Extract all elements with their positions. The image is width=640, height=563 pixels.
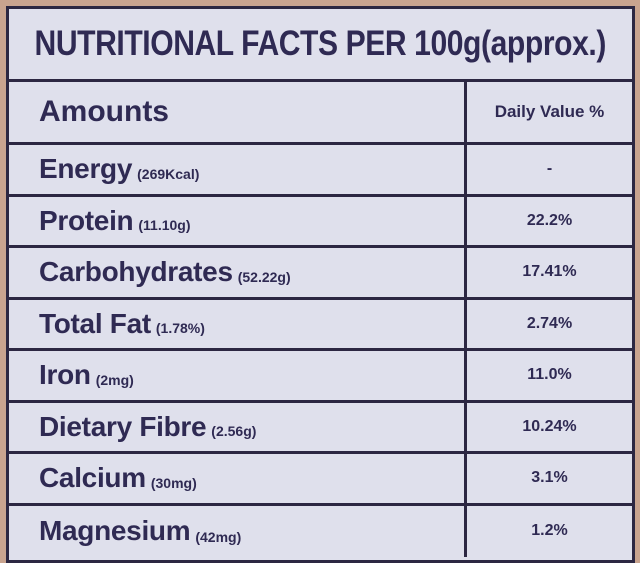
daily-value: 1.2% [531, 522, 568, 540]
table-header-row: Amounts Daily Value % [9, 82, 632, 145]
table-row-magnesium: Magnesium (42mg) 1.2% [9, 505, 632, 558]
nutrient-cell: Carbohydrates (52.22g) [9, 248, 467, 297]
table-row-carbohydrates: Carbohydrates (52.22g) 17.41% [9, 248, 632, 300]
daily-value: 22.2% [526, 211, 573, 229]
nutrient-name: Magnesium [39, 515, 191, 547]
nutrient-cell: Calcium (30mg) [9, 454, 467, 503]
nutrient-amount: (30mg) [150, 474, 197, 491]
nutrient-amount: (2.56g) [211, 423, 257, 439]
table-row-total-fat: Total Fat (1.78%) 2.74% [9, 299, 632, 351]
nutrient-amount: (269Kcal) [137, 165, 200, 182]
daily-value: 11.0% [527, 366, 572, 384]
label-title: NUTRITIONAL FACTS PER 100g(approx.) [34, 24, 607, 63]
nutrient-name: Energy [39, 153, 133, 185]
daily-value-cell: 1.2% [467, 506, 632, 558]
nutrient-name: Carbohydrates [39, 256, 233, 288]
daily-value: - [546, 160, 553, 178]
nutrient-amount: (52.22g) [237, 268, 291, 285]
nutrient-name: Dietary Fibre [39, 410, 207, 442]
table-row-protein: Protein (11.10g) 22.2% [9, 196, 632, 248]
daily-value-cell: 2.74% [467, 300, 632, 349]
daily-value: 17.41% [522, 263, 577, 281]
nutrient-cell: Protein (11.10g) [9, 196, 467, 245]
nutrient-cell: Magnesium (42mg) [9, 505, 467, 557]
daily-value-cell: 3.1% [467, 454, 632, 503]
title-row: NUTRITIONAL FACTS PER 100g(approx.) [9, 9, 632, 82]
nutrient-amount: (42mg) [195, 529, 242, 545]
table-row-calcium: Calcium (30mg) 3.1% [9, 454, 632, 506]
nutrient-name: Protein [39, 204, 134, 236]
nutrient-name: Calcium [39, 462, 146, 494]
amounts-header-cell: Amounts [9, 82, 467, 142]
daily-value-cell: - [467, 145, 632, 194]
daily-value-cell: 10.24% [467, 403, 632, 452]
nutrient-amount: (2mg) [95, 371, 134, 388]
nutrient-name: Iron [39, 359, 91, 391]
table-row-iron: Iron (2mg) 11.0% [9, 351, 632, 403]
daily-value: 2.74% [526, 314, 573, 332]
daily-value: 10.24% [522, 417, 577, 435]
nutrient-amount: (1.78%) [155, 320, 205, 336]
nutrient-cell: Iron (2mg) [9, 351, 467, 400]
table-row-energy: Energy (269Kcal) - [9, 145, 632, 197]
daily-value: 3.1% [531, 469, 568, 487]
nutrient-cell: Dietary Fibre (2.56g) [9, 402, 467, 451]
daily-value-cell: 17.41% [467, 248, 632, 297]
nutrient-cell: Energy (269Kcal) [9, 145, 467, 194]
nutrition-facts-label: NUTRITIONAL FACTS PER 100g(approx.) Amou… [6, 6, 635, 563]
daily-value-cell: 22.2% [467, 197, 632, 246]
daily-value-cell: 11.0% [467, 351, 632, 400]
nutrition-table: Amounts Daily Value % Energy (269Kcal) -… [9, 82, 632, 557]
daily-value-header: Daily Value % [494, 102, 605, 121]
table-row-dietary-fibre: Dietary Fibre (2.56g) 10.24% [9, 402, 632, 454]
daily-value-header-cell: Daily Value % [467, 82, 632, 142]
nutrient-cell: Total Fat (1.78%) [9, 299, 467, 348]
amounts-header: Amounts [39, 95, 169, 128]
nutrient-amount: (11.10g) [138, 217, 191, 233]
nutrient-name: Total Fat [39, 307, 151, 339]
